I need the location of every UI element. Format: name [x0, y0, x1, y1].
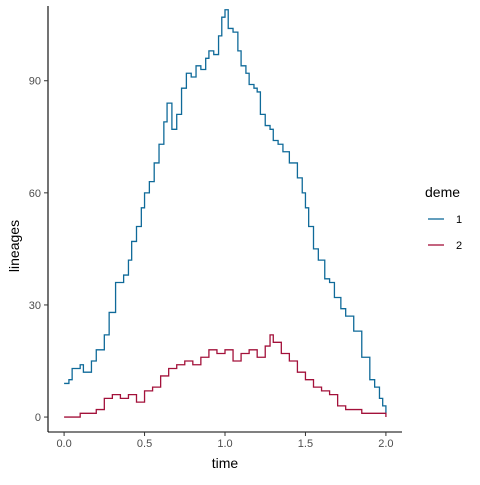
x-tick-label: 0.5: [137, 438, 152, 450]
y-tick-label: 60: [29, 188, 41, 200]
x-tick-label: 2.0: [378, 438, 393, 450]
x-axis-title: time: [212, 455, 239, 471]
y-tick-label: 30: [29, 300, 41, 312]
legend-title: deme: [425, 184, 460, 200]
legend: deme 1 2: [425, 184, 462, 252]
series-line-2: [64, 334, 387, 418]
axes: 0.0 0.5 1.0 1.5 2.0 0 30 60 90: [29, 6, 402, 450]
y-tick-label: 90: [29, 76, 41, 88]
series-line-1: [64, 9, 387, 414]
x-tick-label: 1.0: [217, 438, 232, 450]
legend-label-series-2: 2: [456, 240, 462, 252]
legend-label-series-1: 1: [456, 214, 462, 226]
y-axis-title: lineages: [6, 220, 22, 272]
y-tick-label: 0: [35, 412, 41, 424]
plot-area: [64, 9, 387, 418]
x-tick-label: 0.0: [56, 438, 71, 450]
x-tick-label: 1.5: [298, 438, 313, 450]
